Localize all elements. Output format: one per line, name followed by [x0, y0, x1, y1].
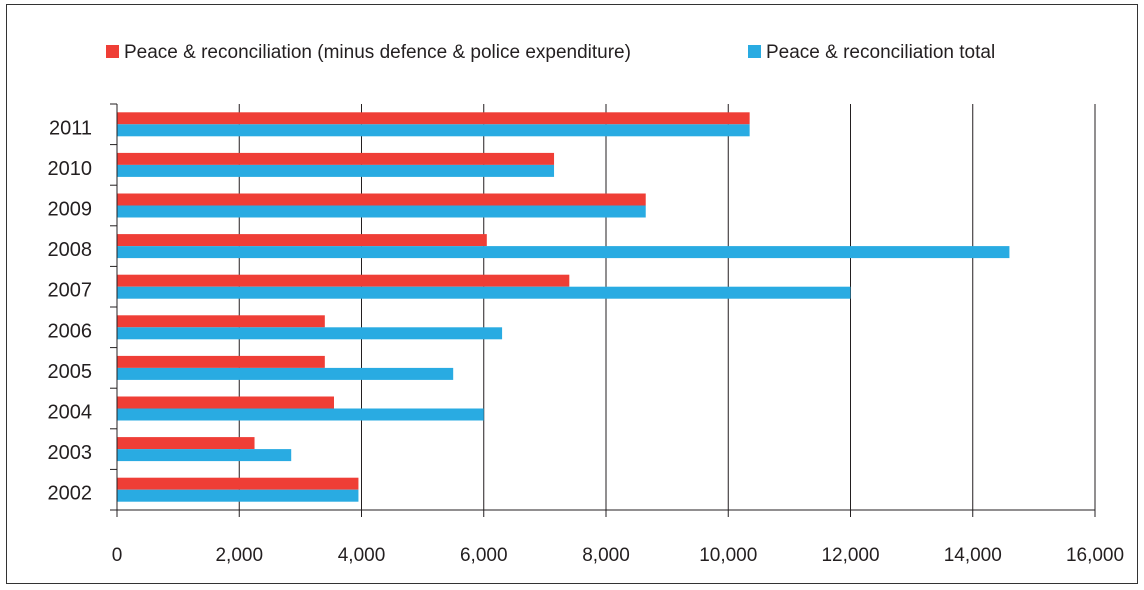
category-label: 2003 [48, 442, 93, 464]
bar-2009-series-1 [117, 193, 646, 206]
legend-swatch-series-1 [106, 45, 119, 58]
bar-2003-series-1 [117, 437, 255, 450]
category-label: 2004 [48, 402, 93, 424]
bar-2003-series-2 [117, 449, 292, 462]
legend-label-series-1: Peace & reconciliation (minus defence & … [124, 42, 631, 63]
bar-2004-series-2 [117, 408, 484, 421]
x-tick-label: 10,000 [699, 545, 757, 566]
category-label: 2009 [48, 199, 93, 221]
bar-2011-series-2 [117, 124, 750, 137]
category-labels: 2011 2010 2009 2008 2007 2006 2005 2004 2003 2002 [48, 117, 93, 504]
bars [117, 112, 1010, 502]
bar-2011-series-1 [117, 112, 750, 125]
bar-2009-series-2 [117, 205, 646, 218]
bar-2010-series-1 [117, 152, 555, 165]
bar-2008-series-2 [117, 246, 1010, 259]
x-tick-label: 6,000 [460, 545, 508, 566]
legend-swatch-series-2 [748, 45, 761, 58]
category-label: 2002 [48, 483, 93, 505]
axes [110, 103, 1096, 517]
bar-2006-series-2 [117, 327, 503, 340]
bar-2007-series-1 [117, 274, 570, 287]
x-tick-label: 16,000 [1066, 545, 1124, 566]
x-tick-label: 0 [112, 545, 123, 566]
category-label: 2007 [48, 280, 93, 302]
x-tick-label: 8,000 [582, 545, 630, 566]
bar-2005-series-1 [117, 355, 325, 368]
category-label: 2005 [48, 361, 93, 383]
bar-2002-series-2 [117, 489, 359, 502]
bar-2005-series-2 [117, 367, 454, 380]
x-tick-label: 12,000 [821, 545, 879, 566]
x-tick-labels: 0 2,000 4,000 6,000 8,000 10,000 12,000 14,000 1… [112, 545, 1124, 566]
x-tick-label: 14,000 [944, 545, 1002, 566]
bar-2007-series-2 [117, 286, 851, 299]
bar-2006-series-1 [117, 315, 325, 328]
category-label: 2006 [48, 320, 93, 342]
legend-label-series-2: Peace & reconciliation total [766, 42, 995, 63]
x-tick-label: 4,000 [338, 545, 386, 566]
bar-2004-series-1 [117, 396, 334, 409]
bar-2008-series-1 [117, 234, 487, 247]
bar-2010-series-2 [117, 164, 555, 177]
category-label: 2010 [48, 158, 93, 180]
legend: Peace & reconciliation (minus defence & … [106, 42, 995, 63]
x-tick-label: 2,000 [215, 545, 263, 566]
bar-2002-series-1 [117, 477, 359, 490]
category-label: 2008 [48, 239, 93, 261]
category-label: 2011 [49, 117, 92, 139]
